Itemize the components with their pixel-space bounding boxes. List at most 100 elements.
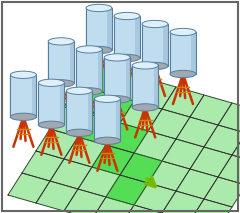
Ellipse shape (10, 113, 36, 120)
Polygon shape (76, 49, 84, 91)
Polygon shape (190, 147, 232, 177)
Bar (154, 65, 158, 107)
Bar (135, 16, 140, 58)
Bar (48, 41, 74, 83)
Polygon shape (92, 197, 134, 213)
Polygon shape (106, 123, 148, 153)
Bar (60, 83, 64, 125)
Polygon shape (92, 145, 134, 175)
Polygon shape (78, 115, 120, 145)
Bar (10, 75, 36, 117)
Bar (116, 99, 120, 141)
Polygon shape (162, 191, 204, 213)
Ellipse shape (48, 80, 74, 87)
Polygon shape (190, 95, 232, 125)
Bar (94, 99, 120, 141)
Polygon shape (50, 107, 92, 137)
Bar (86, 8, 112, 50)
Bar (142, 24, 168, 66)
Polygon shape (92, 93, 134, 123)
Polygon shape (142, 24, 150, 66)
Bar (38, 83, 64, 125)
Polygon shape (92, 93, 134, 123)
Bar (114, 16, 140, 58)
Polygon shape (66, 91, 74, 133)
Polygon shape (106, 123, 148, 153)
Ellipse shape (10, 71, 36, 78)
Polygon shape (218, 103, 240, 133)
Polygon shape (218, 155, 240, 185)
Bar (10, 75, 36, 117)
Polygon shape (104, 57, 112, 99)
Polygon shape (176, 117, 218, 147)
Polygon shape (94, 99, 102, 141)
Bar (126, 57, 130, 99)
Ellipse shape (142, 20, 168, 28)
Polygon shape (64, 137, 106, 167)
Polygon shape (78, 167, 120, 197)
Bar (132, 65, 158, 107)
Polygon shape (10, 75, 18, 117)
Bar (114, 16, 140, 58)
Polygon shape (162, 87, 204, 117)
Ellipse shape (76, 46, 102, 53)
Polygon shape (204, 125, 240, 155)
Ellipse shape (94, 137, 120, 144)
Ellipse shape (38, 121, 64, 128)
Polygon shape (78, 63, 120, 93)
Polygon shape (120, 153, 162, 183)
Polygon shape (78, 63, 120, 93)
Polygon shape (50, 159, 92, 189)
Polygon shape (132, 65, 140, 107)
Ellipse shape (86, 4, 112, 12)
Polygon shape (64, 85, 106, 115)
Bar (104, 57, 130, 99)
Bar (191, 32, 196, 74)
Polygon shape (48, 41, 56, 83)
Ellipse shape (104, 96, 130, 103)
Bar (86, 8, 112, 50)
Bar (38, 83, 64, 125)
Bar (66, 91, 92, 133)
Polygon shape (120, 153, 162, 183)
Polygon shape (38, 83, 46, 125)
Bar (66, 91, 92, 133)
Polygon shape (134, 183, 176, 213)
Polygon shape (106, 71, 148, 101)
Bar (70, 41, 74, 83)
Polygon shape (148, 109, 190, 139)
Polygon shape (64, 85, 106, 115)
Ellipse shape (38, 79, 64, 86)
Ellipse shape (66, 129, 92, 137)
Bar (170, 32, 196, 74)
Polygon shape (78, 115, 120, 145)
Bar (76, 49, 102, 91)
Bar (104, 57, 130, 99)
Bar (132, 65, 158, 107)
Polygon shape (8, 173, 50, 203)
Polygon shape (64, 189, 106, 213)
Polygon shape (22, 151, 64, 181)
Polygon shape (134, 131, 176, 161)
Bar (142, 24, 168, 66)
Ellipse shape (104, 54, 130, 61)
Ellipse shape (94, 95, 120, 102)
Polygon shape (120, 101, 162, 131)
Polygon shape (162, 139, 204, 169)
Ellipse shape (48, 38, 74, 45)
Bar (48, 41, 74, 83)
Ellipse shape (170, 70, 196, 78)
Polygon shape (204, 177, 240, 207)
Polygon shape (170, 32, 178, 74)
Bar (170, 32, 196, 74)
Bar (76, 49, 102, 91)
Polygon shape (114, 16, 122, 58)
Bar (163, 24, 168, 66)
Bar (107, 8, 112, 50)
Polygon shape (134, 79, 176, 109)
Ellipse shape (66, 87, 92, 94)
Ellipse shape (142, 62, 168, 70)
Bar (97, 49, 102, 91)
Polygon shape (190, 199, 232, 213)
Ellipse shape (76, 88, 102, 95)
